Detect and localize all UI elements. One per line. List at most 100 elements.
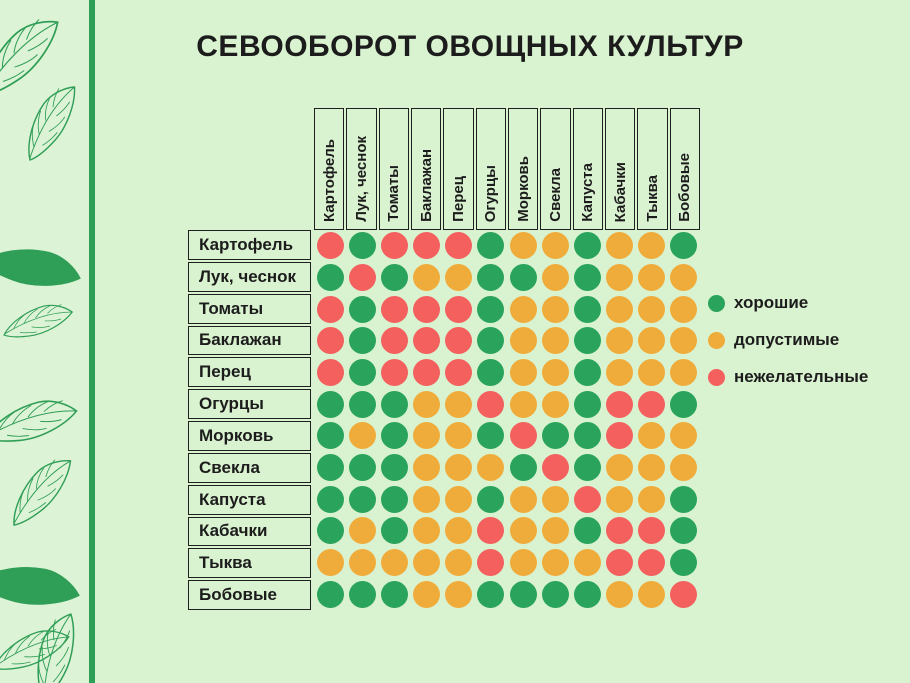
rating-dot-undesirable [606, 422, 634, 450]
legend: хорошие допустимые нежелательные [708, 292, 868, 403]
rating-dot-acceptable [541, 548, 569, 576]
rating-dot-acceptable [509, 548, 537, 576]
rating-dot-good [573, 580, 601, 608]
column-header-label: Перец [449, 176, 467, 222]
rating-dot-acceptable [413, 485, 441, 513]
column-header-label: Морковь [514, 156, 532, 222]
rating-dot-acceptable [541, 263, 569, 291]
matrix-cell [411, 357, 443, 389]
rating-dot-good [316, 580, 344, 608]
rating-dot-good [477, 580, 505, 608]
rating-dot-acceptable [509, 327, 537, 355]
rating-dot-acceptable [638, 358, 666, 386]
rating-dot-acceptable [541, 485, 569, 513]
matrix-cell [475, 452, 507, 484]
rating-dot-acceptable [606, 327, 634, 355]
rating-dot-acceptable [541, 517, 569, 545]
matrix-cell [668, 515, 700, 547]
matrix-cell [539, 230, 571, 262]
row-header-cell: Бобовые [188, 580, 311, 610]
rating-dot-good [509, 580, 537, 608]
decorative-leaf-border [0, 0, 95, 683]
matrix-cell [571, 452, 603, 484]
rating-dot-acceptable [445, 453, 473, 481]
matrix-cell [346, 483, 378, 515]
rating-dot-acceptable [541, 390, 569, 418]
matrix-cell [411, 262, 443, 294]
matrix-cell [571, 420, 603, 452]
matrix-cell [346, 262, 378, 294]
column-header-cell: Свекла [540, 108, 571, 230]
rating-dot-good [348, 580, 376, 608]
matrix-cell [378, 483, 410, 515]
rating-dot-good [316, 485, 344, 513]
matrix-cell [411, 578, 443, 610]
matrix-cell [636, 325, 668, 357]
rating-dot-good [573, 422, 601, 450]
matrix-cell [411, 230, 443, 262]
matrix-cell [411, 483, 443, 515]
rating-dot-undesirable [380, 232, 408, 260]
matrix-cell [507, 452, 539, 484]
matrix-cell [411, 325, 443, 357]
rating-dot-good [316, 263, 344, 291]
matrix-cell [507, 578, 539, 610]
matrix-cell [346, 325, 378, 357]
rating-dot-acceptable [445, 263, 473, 291]
rating-dot-acceptable [445, 580, 473, 608]
matrix-cell [314, 357, 346, 389]
rating-dot-undesirable [413, 358, 441, 386]
row-header-cell: Картофель [188, 230, 311, 260]
matrix-cell [571, 515, 603, 547]
row-header-cell: Перец [188, 357, 311, 388]
matrix-cell [539, 483, 571, 515]
rating-dot-acceptable [413, 422, 441, 450]
matrix-cell [636, 515, 668, 547]
matrix-cell [378, 357, 410, 389]
rating-dot-acceptable [413, 453, 441, 481]
matrix-cell [346, 452, 378, 484]
matrix-cell [636, 293, 668, 325]
matrix-cell [314, 262, 346, 294]
column-header-label: Баклажан [417, 149, 435, 222]
matrix-cell [346, 515, 378, 547]
column-header-cell: Перец [443, 108, 474, 230]
matrix-cell [346, 230, 378, 262]
legend-dot-good [708, 294, 725, 312]
matrix-cell [346, 547, 378, 579]
rating-dot-acceptable [638, 327, 666, 355]
matrix-cell [668, 262, 700, 294]
column-header-cell: Кабачки [605, 108, 636, 230]
matrix-cell [507, 388, 539, 420]
rating-dot-acceptable [638, 422, 666, 450]
matrix-cell [314, 483, 346, 515]
column-header-cell: Картофель [314, 108, 345, 230]
matrix-cell [604, 388, 636, 420]
rating-dot-acceptable [541, 327, 569, 355]
column-header-cell: Томаты [378, 108, 409, 230]
rating-dot-undesirable [509, 422, 537, 450]
rating-dot-good [573, 295, 601, 323]
matrix-cell [668, 420, 700, 452]
matrix-cell [475, 483, 507, 515]
rating-dot-good [380, 485, 408, 513]
matrix-cell [571, 578, 603, 610]
matrix-cell [668, 452, 700, 484]
matrix-cell [604, 420, 636, 452]
rating-dot-good [573, 327, 601, 355]
rating-dot-acceptable [606, 295, 634, 323]
matrix-cell [475, 262, 507, 294]
matrix-cell [443, 230, 475, 262]
rating-dot-acceptable [606, 358, 634, 386]
rating-dot-acceptable [638, 232, 666, 260]
rating-dot-good [348, 485, 376, 513]
rating-dot-undesirable [413, 295, 441, 323]
matrix-cell [507, 293, 539, 325]
matrix-cell [443, 357, 475, 389]
matrix-cell [378, 452, 410, 484]
matrix-cell [378, 388, 410, 420]
matrix-cell [378, 547, 410, 579]
rating-dot-undesirable [573, 485, 601, 513]
rating-dot-undesirable [316, 358, 344, 386]
rating-dot-undesirable [477, 517, 505, 545]
